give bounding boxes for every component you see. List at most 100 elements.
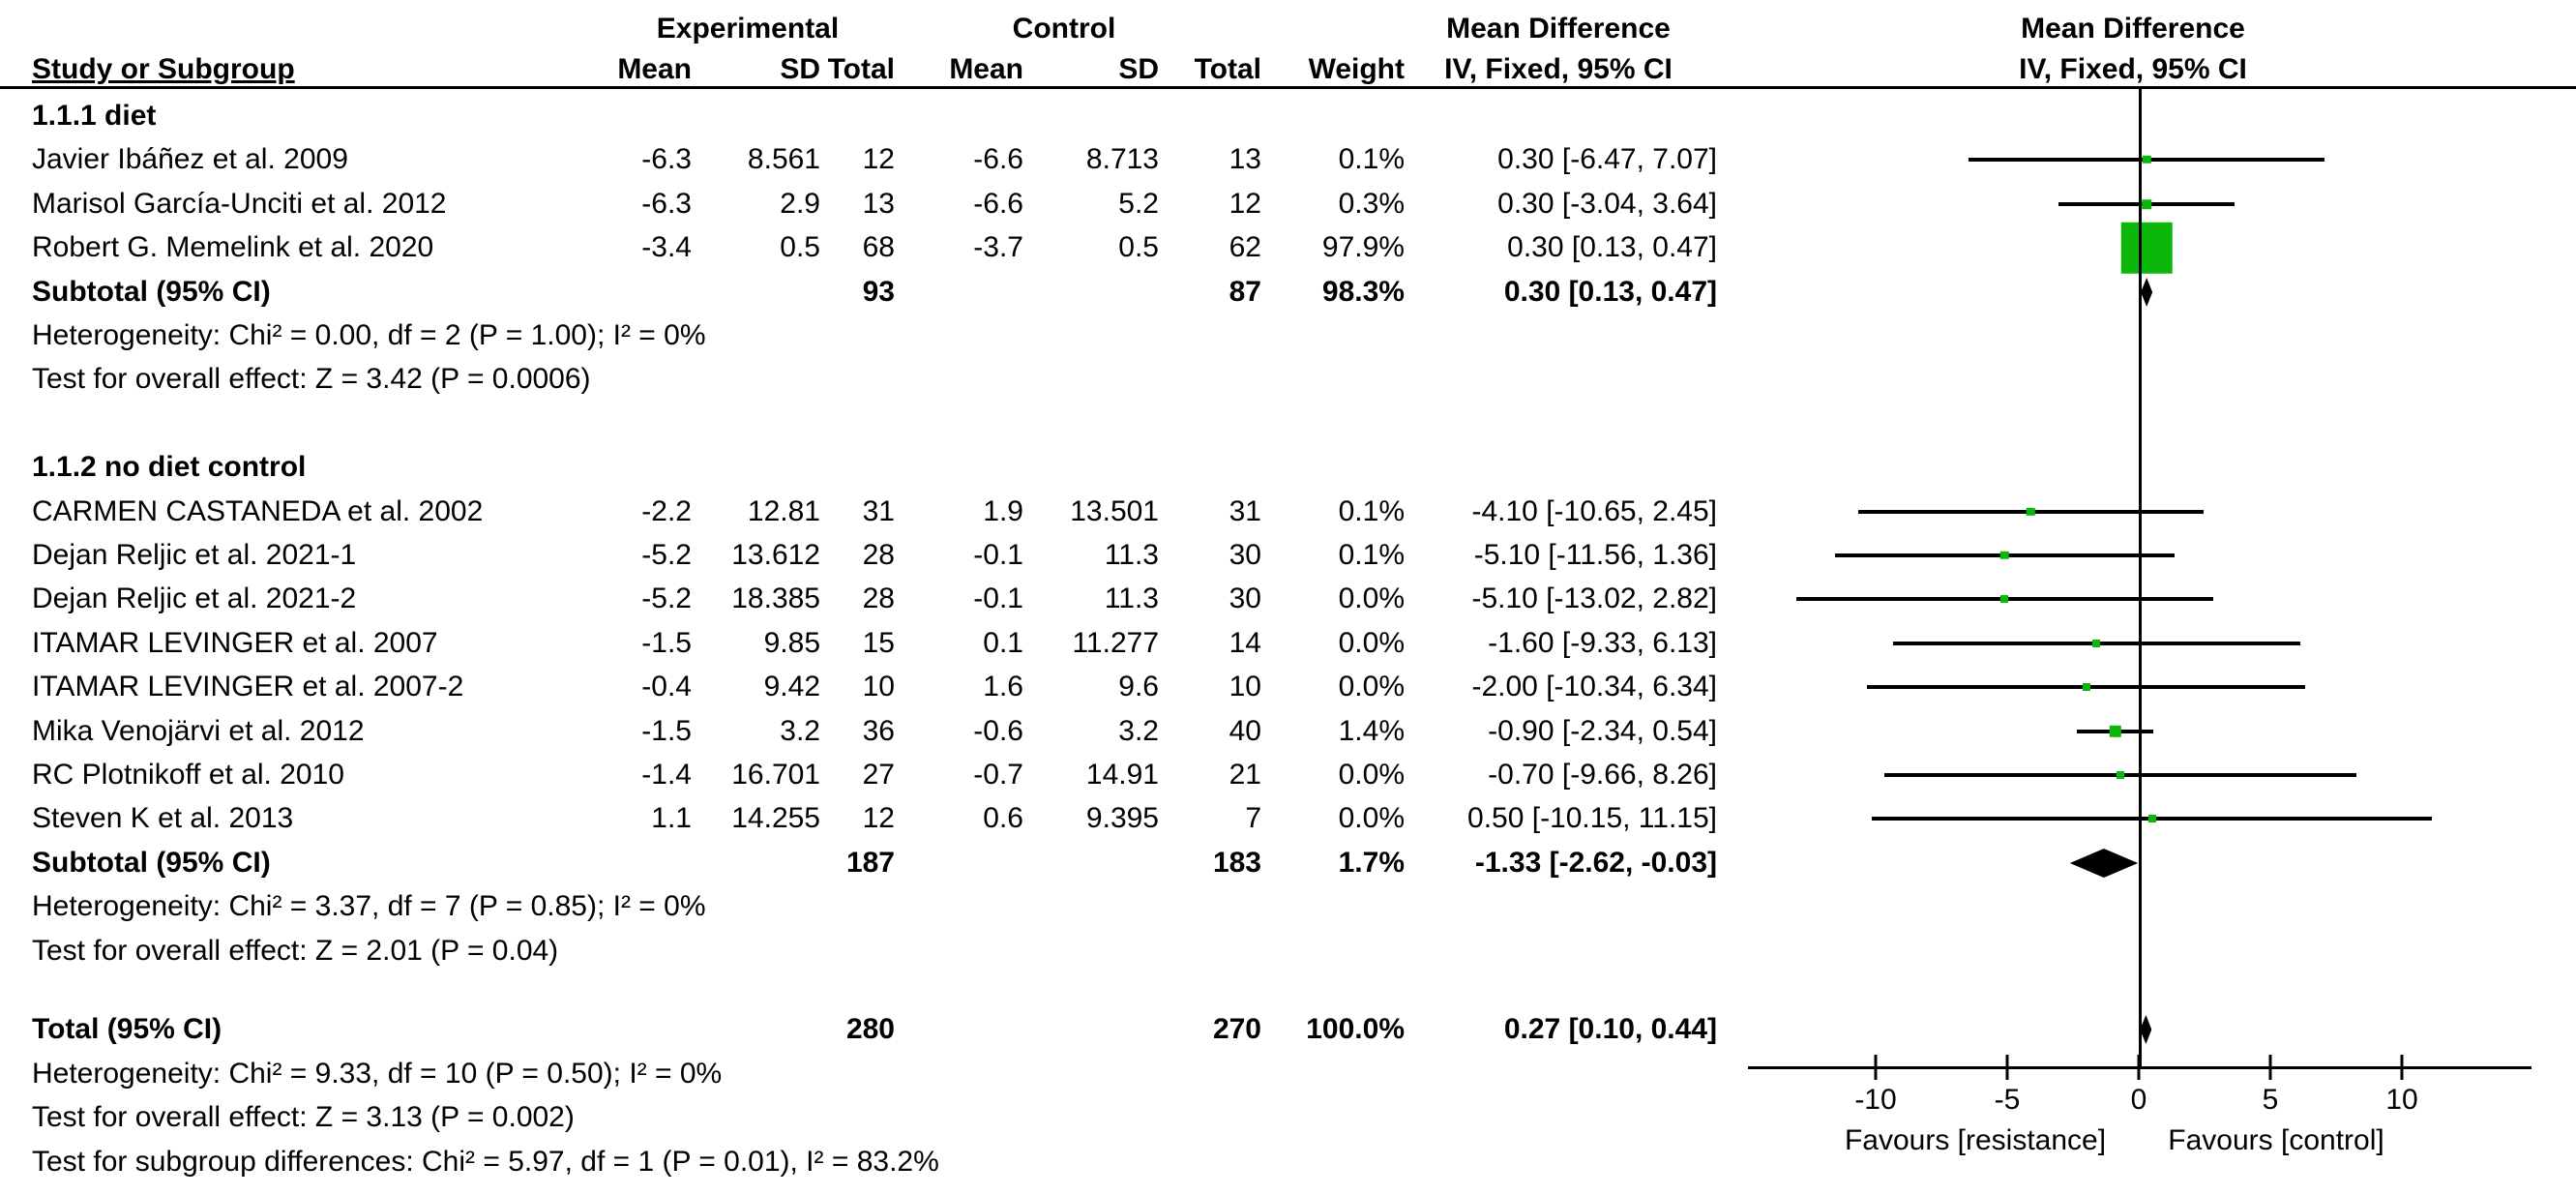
exp-mean-value: -6.3 (641, 143, 692, 175)
study-name: ITAMAR LEVINGER et al. 2007 (32, 627, 438, 659)
x-axis-tick (2005, 1055, 2009, 1080)
exp-mean-value: -1.5 (641, 627, 692, 659)
ctl-total-value: 21 (1229, 759, 1261, 791)
exp-total-value: 28 (862, 539, 895, 571)
exp-mean-value: -0.4 (641, 671, 692, 702)
ctl-mean-value: -0.1 (973, 583, 1023, 614)
weight-value: 1.4% (1338, 715, 1405, 747)
exp-sd-value: 2.9 (780, 188, 820, 220)
ctl-mean-value: -6.6 (973, 143, 1023, 175)
weight-value: 0.3% (1338, 188, 1405, 220)
zero-line (2139, 89, 2142, 1067)
ci-text-value: -4.10 [-10.65, 2.45] (1471, 495, 1717, 527)
column-header-ctl-total: Total (1194, 53, 1261, 85)
ctl-total-value: 40 (1229, 715, 1261, 747)
exp-mean-value: -5.2 (641, 583, 692, 614)
pooled-effect-diamond (2069, 849, 2139, 878)
point-estimate-marker (2027, 507, 2035, 517)
point-estimate-marker (2082, 683, 2090, 691)
ctl-mean-value: 0.1 (983, 627, 1023, 659)
weight-sum: 1.7% (1338, 847, 1405, 879)
exp-total-value: 10 (862, 671, 895, 702)
x-axis-tick (2268, 1055, 2272, 1080)
ctl-total-value: 7 (1245, 802, 1261, 834)
column-header-exp-mean: Mean (617, 53, 692, 85)
ctl-total-value: 10 (1229, 671, 1261, 702)
exp-mean-value: -1.4 (641, 759, 692, 791)
study-name: RC Plotnikoff et al. 2010 (32, 759, 344, 791)
x-axis-tick (2137, 1055, 2141, 1080)
point-estimate-marker (2000, 595, 2009, 603)
study-name: ITAMAR LEVINGER et al. 2007-2 (32, 671, 464, 702)
ctl-total-value: 13 (1229, 143, 1261, 175)
x-axis-tick-label: 5 (2262, 1084, 2279, 1116)
point-estimate-marker (2000, 551, 2009, 560)
weight-value: 97.9% (1321, 231, 1405, 263)
study-name: Marisol García-Unciti et al. 2012 (32, 188, 447, 220)
ctl-sd-value: 5.2 (1118, 188, 1159, 220)
column-header-study: Study or Subgroup (32, 53, 295, 85)
column-header-iv-text: IV, Fixed, 95% CI (1444, 53, 1673, 85)
ctl-mean-value: 0.6 (983, 802, 1023, 834)
ci-text-value: -1.60 [-9.33, 6.13] (1488, 627, 1717, 659)
ctl-mean-value: 1.6 (983, 671, 1023, 702)
subgroup-label: 1.1.2 no diet control (32, 451, 307, 483)
exp-sd-value: 18.385 (731, 583, 820, 614)
point-estimate-marker (2092, 640, 2101, 647)
ctl-total-value: 62 (1229, 231, 1261, 263)
stats-note: Test for overall effect: Z = 2.01 (P = 0… (32, 935, 559, 967)
study-name: Dejan Reljic et al. 2021-2 (32, 583, 357, 614)
ctl-sd-value: 9.6 (1118, 671, 1159, 702)
exp-mean-value: -6.3 (641, 188, 692, 220)
exp-sd-value: 0.5 (780, 231, 820, 263)
weight-value: 0.0% (1338, 671, 1405, 702)
ctl-total-sum: 87 (1229, 276, 1261, 308)
ci-text-value: 0.30 [-3.04, 3.64] (1497, 188, 1717, 220)
exp-mean-value: -5.2 (641, 539, 692, 571)
ctl-total-value: 31 (1229, 495, 1261, 527)
pooled-ci-text: 0.30 [0.13, 0.47] (1503, 276, 1717, 308)
x-axis-tick-label: 0 (2130, 1084, 2147, 1116)
column-header-exp-sd: SD (780, 53, 820, 85)
ctl-sd-value: 8.713 (1085, 143, 1159, 175)
ctl-total-value: 30 (1229, 583, 1261, 614)
exp-total-value: 15 (862, 627, 895, 659)
exp-mean-value: -2.2 (641, 495, 692, 527)
column-header-weight: Weight (1308, 53, 1405, 85)
stats-note: Test for overall effect: Z = 3.42 (P = 0… (32, 363, 591, 395)
study-name: Javier Ibáñez et al. 2009 (32, 143, 348, 175)
header-rule (0, 86, 2576, 89)
x-axis-tick (2400, 1055, 2404, 1080)
exp-total-value: 13 (862, 188, 895, 220)
weight-value: 0.1% (1338, 539, 1405, 571)
x-axis-label-favours-left: Favours [resistance] (1844, 1124, 2107, 1156)
weight-value: 0.1% (1338, 143, 1405, 175)
ctl-sd-value: 3.2 (1118, 715, 1159, 747)
point-estimate-marker (2142, 199, 2151, 209)
exp-sd-value: 8.561 (747, 143, 820, 175)
exp-total-value: 68 (862, 231, 895, 263)
study-name: Mika Venojärvi et al. 2012 (32, 715, 365, 747)
x-axis-tick (1874, 1055, 1878, 1080)
pooled-effect-diamond (2141, 278, 2153, 307)
x-axis-label-favours-right: Favours [control] (2168, 1124, 2384, 1156)
ci-text-value: -0.70 [-9.66, 8.26] (1488, 759, 1717, 791)
point-estimate-marker (2116, 771, 2124, 779)
ci-text-value: 0.50 [-10.15, 11.15] (1467, 802, 1717, 834)
column-group-control: Control (1012, 13, 1116, 45)
point-estimate-marker (2147, 815, 2156, 822)
exp-total-value: 12 (862, 143, 895, 175)
ctl-mean-value: -0.7 (973, 759, 1023, 791)
exp-mean-value: 1.1 (651, 802, 692, 834)
ctl-mean-value: -3.7 (973, 231, 1023, 263)
exp-total-value: 27 (862, 759, 895, 791)
pooled-ci-text: -1.33 [-2.62, -0.03] (1474, 847, 1717, 879)
ci-text-value: -5.10 [-11.56, 1.36] (1473, 539, 1717, 571)
exp-total-sum: 187 (845, 847, 895, 879)
ctl-total-sum: 183 (1212, 847, 1261, 879)
ctl-mean-value: -0.6 (973, 715, 1023, 747)
ctl-sd-value: 0.5 (1118, 231, 1159, 263)
weight-value: 0.0% (1338, 627, 1405, 659)
ctl-mean-value: -0.1 (973, 539, 1023, 571)
